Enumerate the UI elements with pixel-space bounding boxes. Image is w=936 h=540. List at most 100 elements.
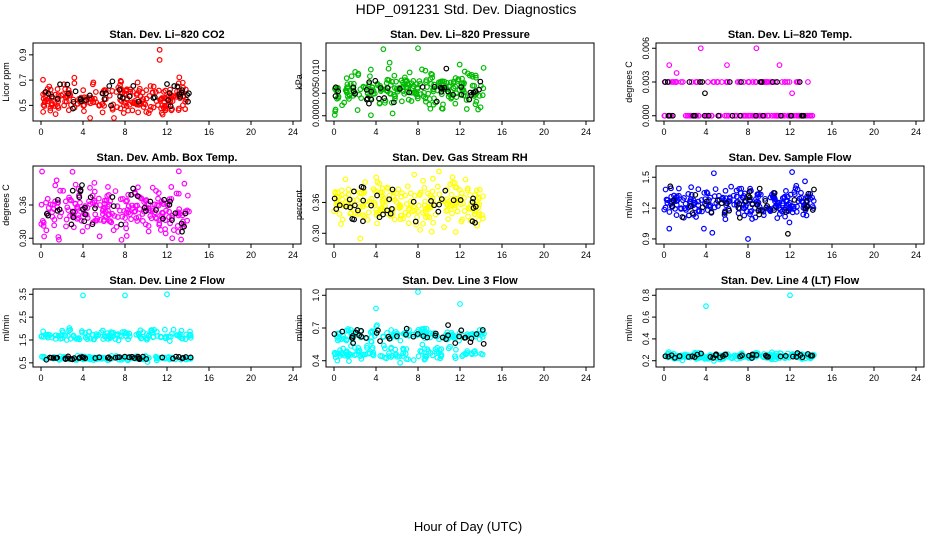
data-point-black <box>89 221 96 228</box>
data-point <box>399 353 406 359</box>
data-point <box>749 79 756 85</box>
x-tick-label: 16 <box>827 373 837 383</box>
data-point <box>791 189 798 195</box>
data-point <box>52 111 59 118</box>
data-point-outlier <box>415 45 421 52</box>
data-point <box>444 329 451 336</box>
data-point <box>685 191 692 197</box>
data-point <box>771 352 778 358</box>
data-point <box>401 82 408 88</box>
data-point-black <box>179 87 186 94</box>
data-point <box>410 357 417 363</box>
data-point-black <box>96 354 103 361</box>
data-point-black <box>182 210 189 217</box>
x-tick-label: 20 <box>246 250 256 260</box>
data-point <box>110 227 117 234</box>
data-point <box>434 183 441 190</box>
data-point <box>145 228 152 235</box>
data-point-black <box>689 353 696 360</box>
data-point-black <box>713 351 720 358</box>
data-point-outlier <box>673 70 680 76</box>
data-point <box>695 208 702 215</box>
data-point-black <box>437 84 444 91</box>
data-point <box>389 110 396 117</box>
data-point-black <box>771 190 778 196</box>
data-point <box>364 342 370 349</box>
data-point-black <box>406 89 413 96</box>
data-point <box>710 79 717 85</box>
data-point <box>810 197 817 204</box>
data-point-black <box>343 203 350 210</box>
panel-9: Stan. Dev. Line 4 (LT) Flow ml/min 0.2 0.4 0… <box>624 275 925 383</box>
data-point-black <box>458 327 465 334</box>
panel-4: Stan. Dev. Amb. Box Temp. degrees C 0.30 0.… <box>1 152 302 260</box>
data-point-black <box>796 79 803 85</box>
data-point <box>388 327 395 333</box>
data-point <box>44 195 51 202</box>
x-tick-label: 24 <box>581 373 591 383</box>
data-point-black <box>42 88 49 95</box>
data-point <box>184 192 191 199</box>
y-tick-label: 0.8 <box>641 289 651 302</box>
data-point-black <box>687 203 694 210</box>
data-point <box>407 198 414 205</box>
data-point <box>56 236 62 243</box>
data-point <box>416 191 423 198</box>
data-point-black <box>70 208 76 215</box>
data-point <box>370 352 377 359</box>
data-point-black <box>150 95 157 101</box>
x-tick-label: 20 <box>246 373 256 383</box>
data-point <box>182 86 189 93</box>
data-point-black <box>54 196 61 203</box>
panel-3: Stan. Dev. Li–820 Temp. degrees C 0.000 0.0… <box>624 29 925 137</box>
data-point <box>153 215 160 222</box>
data-point-black <box>717 354 723 361</box>
data-point <box>74 204 80 210</box>
y-tick-label: 0.2 <box>641 354 651 367</box>
data-point <box>38 333 45 340</box>
data-point-black <box>335 88 342 95</box>
y-tick-label: 0.000 <box>641 104 651 127</box>
data-point-black <box>87 194 94 201</box>
data-point <box>47 201 54 208</box>
data-point <box>125 209 132 216</box>
data-point-black <box>346 196 353 203</box>
data-point <box>405 96 412 103</box>
data-point <box>111 212 118 219</box>
x-tick-label: 4 <box>703 373 708 383</box>
data-point <box>52 182 59 189</box>
data-point <box>114 104 120 110</box>
data-point <box>701 189 708 196</box>
data-point <box>136 206 143 212</box>
data-point-black <box>332 84 339 91</box>
data-point-black <box>72 88 79 95</box>
data-point <box>121 328 128 335</box>
data-point <box>60 187 67 194</box>
data-point <box>376 180 383 187</box>
data-point <box>405 82 412 88</box>
panel-title: Stan. Dev. Gas Stream RH <box>392 152 528 164</box>
data-point <box>341 99 348 106</box>
data-point-outlier <box>789 169 795 175</box>
data-point-black <box>159 354 166 361</box>
x-tick-label: 24 <box>288 373 298 383</box>
data-point <box>793 112 800 119</box>
data-point <box>364 344 370 351</box>
data-point-black <box>777 353 784 360</box>
data-point <box>155 190 162 196</box>
data-point-black <box>99 90 106 97</box>
data-point-outlier <box>703 303 709 310</box>
data-point-black-outlier <box>785 230 791 237</box>
x-tick-label: 12 <box>162 373 172 383</box>
data-point-black <box>135 355 142 362</box>
data-point-black <box>355 207 361 214</box>
data-point <box>809 112 816 119</box>
data-point-black <box>106 83 113 89</box>
data-point <box>792 185 799 192</box>
data-point <box>166 338 173 344</box>
data-point-black <box>130 83 137 89</box>
data-point <box>350 80 357 87</box>
data-point <box>364 201 371 208</box>
data-point-black <box>669 203 676 210</box>
data-point-black <box>432 332 439 339</box>
